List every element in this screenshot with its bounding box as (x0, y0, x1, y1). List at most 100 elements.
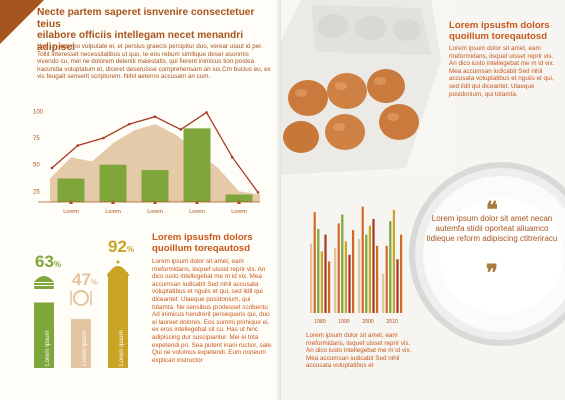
quote-open-icon: ❝ (486, 197, 498, 223)
vbar-4-2 (385, 245, 388, 313)
vbar-3-2 (361, 206, 364, 313)
quote-close-icon: ❞ (486, 260, 498, 286)
line-point-9 (256, 191, 260, 194)
egg-carton-photo (281, 0, 451, 175)
y-tick-label-1: 25 (33, 189, 40, 195)
chart-bar-4 (183, 128, 211, 202)
percent-unit-3: % (126, 245, 135, 254)
burger-bun-bottom (34, 286, 54, 289)
percentage-label-1: 63% (35, 253, 61, 273)
title-line: Necte partem saperet isnvenire consectet… (37, 7, 255, 30)
infographic-bars (34, 260, 129, 368)
line-point-6 (179, 128, 183, 131)
y-tick-label-2: 50 (33, 163, 40, 169)
page-title: Necte partem saperet isnvenire consectet… (37, 7, 273, 53)
plate-rim (73, 290, 89, 306)
intro-paragraph: Usu un aeterno vulputate ei, et persius … (37, 43, 271, 81)
vbar-4-6 (400, 234, 403, 313)
burger-patty (34, 283, 54, 285)
burger-bun-top (34, 276, 54, 282)
percent-unit-1: % (53, 260, 62, 269)
column-heading: Lorem ipsusfm dolors quoillum toreqautos… (152, 232, 253, 254)
vbar-2-1 (334, 248, 337, 313)
corner-tab (0, 0, 44, 44)
vbar-4-3 (389, 221, 392, 313)
percentage-bar-3 (108, 272, 128, 368)
right-top-paragraph: Lorem ipsum dolor sit amet, eam rireform… (449, 45, 555, 98)
line-point-1 (50, 166, 54, 170)
line-point-2 (76, 144, 80, 147)
vbar-4-5 (396, 259, 399, 313)
vbar-x-label-2: 1990 (338, 319, 350, 325)
vertical-bar-chart: 1980 1990 2000 2010 (310, 206, 403, 325)
percentage-infographic: 63% 47% 92% Lorem ipsum Lorem ipsum Lore… (28, 236, 140, 400)
vbar-4-1 (382, 273, 385, 313)
chart-bar-1 (57, 178, 85, 202)
cloche-handle (116, 260, 120, 264)
cloche-dome (108, 266, 128, 274)
line-point-7 (205, 111, 208, 114)
line-point-4 (127, 122, 131, 126)
vbar-1-4 (320, 251, 323, 313)
vbar-3-6 (376, 245, 379, 313)
subtitle-line: eilabore officiis intellegam necet menan… (37, 30, 244, 53)
percentage-bar-2 (71, 319, 91, 368)
vbar-x-label-1: 1980 (314, 319, 326, 325)
vbar-3-1 (358, 239, 361, 313)
percentage-label-3: 92% (108, 238, 134, 258)
burger-icon (34, 276, 54, 289)
vbar-1-1 (310, 243, 313, 313)
x-tick-label-5: Lorem (231, 209, 247, 215)
vbar-1-6 (328, 261, 331, 313)
y-axis-ticks: 25 50 75 100 (33, 109, 44, 195)
vbar-x-label-3: 2000 (362, 319, 374, 325)
percentage-bar-1 (34, 302, 54, 368)
vbar-bars (310, 206, 403, 313)
vbar-3-4 (368, 225, 371, 313)
vbar-3-3 (365, 234, 368, 313)
vbar-1-3 (317, 229, 320, 313)
vbar-2-6 (352, 230, 355, 313)
bar-label-1: Lorem ipsum (44, 330, 51, 366)
chart-bars (57, 128, 253, 204)
chart-markers (50, 111, 260, 194)
vbar-3-5 (372, 218, 375, 313)
left-page: Necte partem saperet isnvenire consectet… (0, 0, 280, 400)
combo-chart: 25 50 75 100 Lorem Lorem Lorem Lorem Lorem (33, 109, 260, 215)
percent-unit-2: % (90, 278, 99, 287)
line-point-5 (153, 115, 157, 118)
vbar-1-5 (324, 234, 327, 313)
x-tick-label-4: Lorem (189, 209, 205, 215)
vbar-x-label-4: 2010 (386, 319, 398, 325)
plate-icon (70, 290, 92, 306)
vbar-1-2 (313, 212, 316, 313)
y-tick-label-3: 75 (33, 136, 40, 142)
line-point-8 (230, 155, 234, 159)
chart-bar-2 (99, 164, 127, 202)
vbar-2-5 (348, 254, 351, 313)
y-tick-label-4: 100 (33, 109, 44, 115)
chart-bar-5 (225, 194, 253, 202)
x-tick-label-1: Lorem (63, 209, 79, 215)
right-bottom-paragraph: Lorem ipsum dolor sit amet, eam rireform… (306, 332, 412, 370)
pull-quote: Lorem ipsum dolor sit amet necan autemfa… (426, 214, 558, 243)
x-tick-label-2: Lorem (105, 209, 121, 215)
right-page: Lorem ipsusfm dolors quoillum toreqautos… (281, 0, 565, 400)
line-point-3 (102, 136, 105, 140)
right-top-heading: Lorem ipsusfm dolors quoillum toreqautos… (449, 20, 550, 42)
bar-label-3: Lorem ipsum (118, 330, 125, 366)
cloche-icon (107, 260, 129, 276)
percentage-value-2: 47 (72, 270, 91, 289)
flour-bowl-photo (409, 162, 565, 346)
bar-label-2: Lorem ipsum (81, 330, 88, 366)
vbar-2-3 (341, 214, 344, 313)
vbar-2-2 (337, 223, 340, 313)
x-tick-label-3: Lorem (147, 209, 163, 215)
vbar-4-4 (392, 209, 395, 313)
vbar-2-4 (344, 241, 347, 313)
percentage-value-1: 63 (35, 252, 54, 271)
x-axis-labels: Lorem Lorem Lorem Lorem Lorem (63, 209, 247, 215)
chart-bar-3 (141, 170, 169, 202)
percentage-label-2: 47% (72, 271, 98, 291)
